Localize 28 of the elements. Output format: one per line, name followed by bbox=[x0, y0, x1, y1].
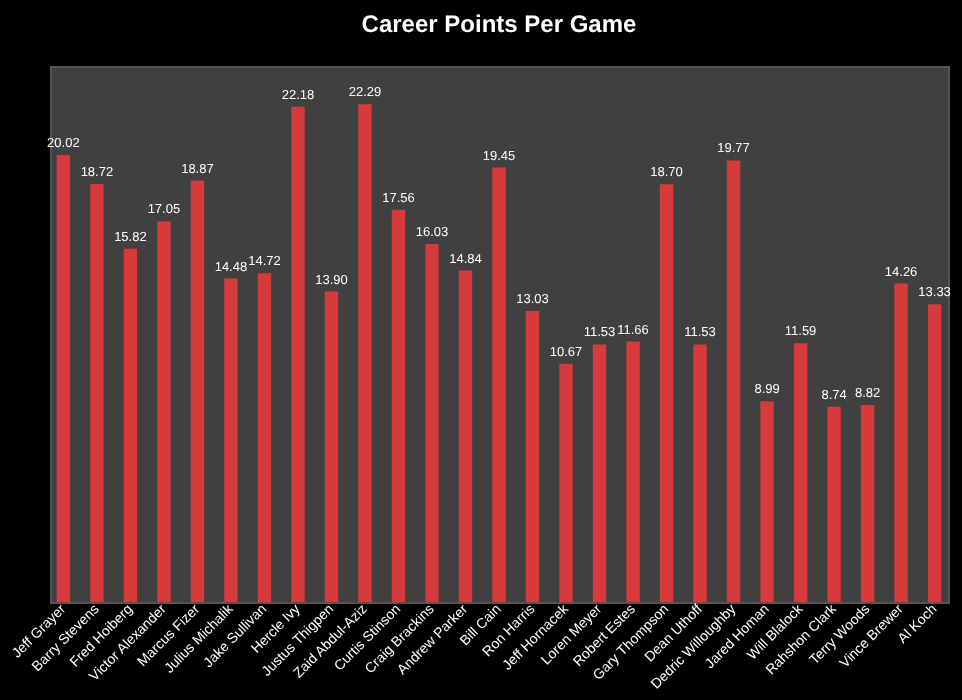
bar bbox=[860, 405, 875, 602]
bar bbox=[391, 209, 406, 602]
bar bbox=[358, 104, 372, 602]
bar bbox=[291, 106, 305, 602]
bar bbox=[559, 363, 573, 602]
bar bbox=[324, 291, 339, 602]
bar bbox=[592, 344, 607, 602]
bar bbox=[224, 278, 238, 602]
bar bbox=[492, 167, 506, 602]
bar bbox=[626, 341, 640, 602]
bar bbox=[827, 406, 841, 602]
chart-title: Career Points Per Game bbox=[361, 10, 638, 38]
bar bbox=[693, 344, 707, 602]
bar bbox=[760, 401, 774, 602]
bar bbox=[726, 160, 741, 602]
bar bbox=[425, 244, 439, 602]
bar bbox=[157, 221, 171, 602]
bar bbox=[56, 154, 71, 602]
bar bbox=[793, 343, 808, 602]
bar bbox=[90, 183, 104, 602]
bar bbox=[927, 304, 942, 602]
bar bbox=[894, 283, 908, 602]
bar bbox=[659, 184, 674, 602]
bar bbox=[525, 311, 540, 602]
bar bbox=[458, 270, 473, 602]
bar bbox=[257, 273, 272, 602]
bar bbox=[123, 248, 138, 602]
bar bbox=[190, 180, 205, 602]
